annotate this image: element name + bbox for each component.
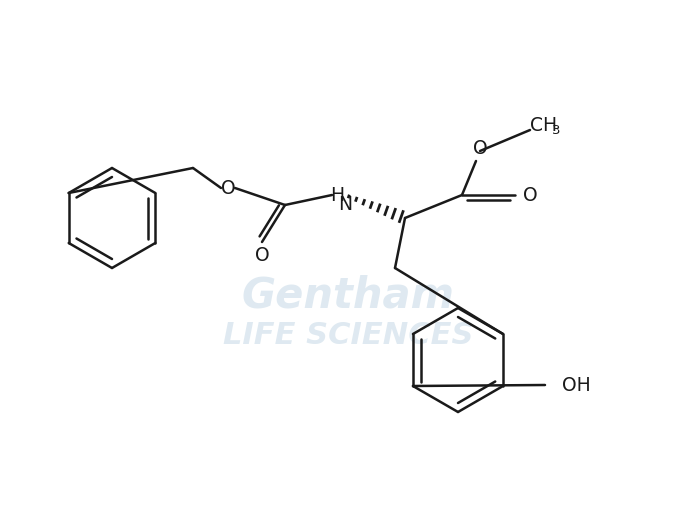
Text: LIFE SCIENCES: LIFE SCIENCES [223,320,473,349]
Text: OH: OH [562,375,591,395]
Text: O: O [523,186,537,204]
Text: CH: CH [530,115,557,135]
Text: N: N [338,194,352,214]
Text: Gentham: Gentham [242,274,454,316]
Text: 3: 3 [552,124,560,137]
Text: H: H [330,186,344,204]
Text: O: O [473,138,487,158]
Text: O: O [255,245,269,265]
Text: O: O [221,178,235,198]
